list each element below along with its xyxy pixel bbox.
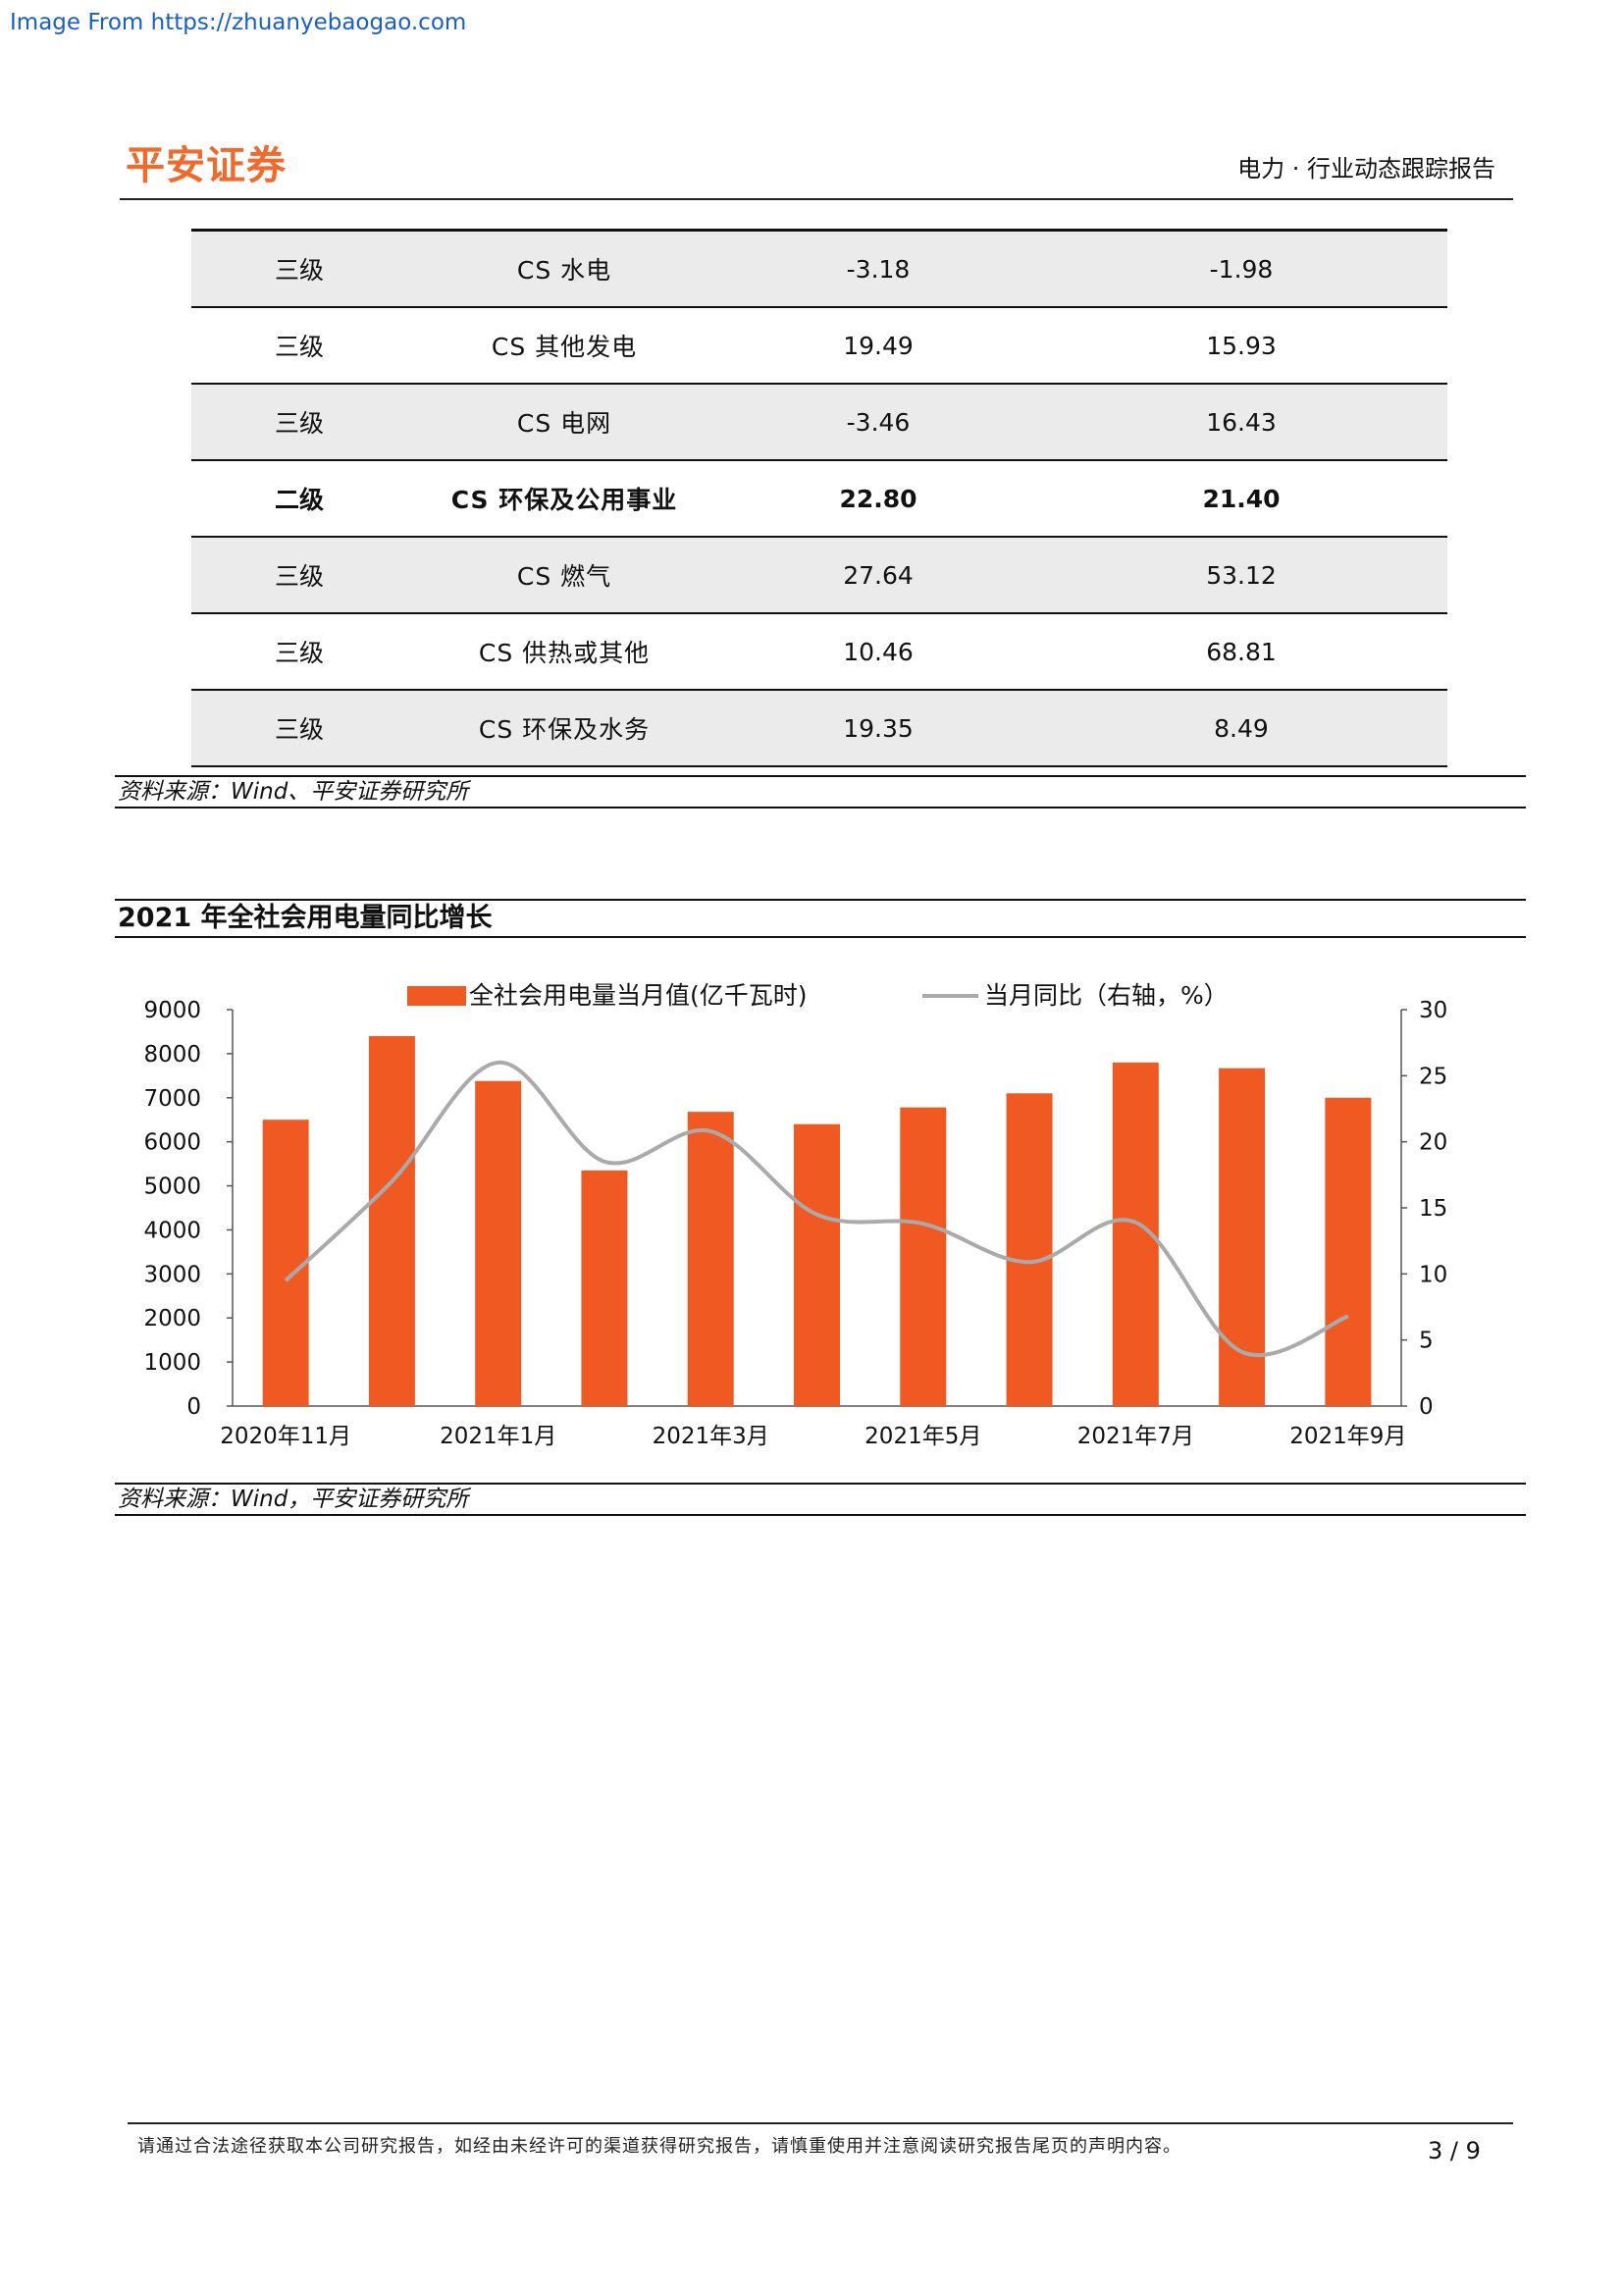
legend-line-label: 当月同比（右轴，%） bbox=[984, 981, 1229, 1010]
x-axis-tick-label: 2020年11月 bbox=[220, 1424, 351, 1449]
cell-value-1: 19.49 bbox=[843, 331, 914, 360]
cell-value-1: -3.46 bbox=[846, 407, 911, 437]
x-axis-tick-label: 2021年1月 bbox=[440, 1424, 556, 1449]
cell-value-2: 53.12 bbox=[1206, 560, 1277, 590]
right-axis-tick-label: 25 bbox=[1419, 1064, 1447, 1089]
cell-value-2: 8.49 bbox=[1214, 713, 1269, 743]
bar bbox=[368, 1035, 415, 1406]
table-row: 二级 CS 环保及公用事业 22.80 21.40 bbox=[191, 461, 1447, 538]
legend-bar-label: 全社会用电量当月值(亿千瓦时) bbox=[469, 981, 808, 1010]
cell-value-1: 19.35 bbox=[843, 713, 914, 743]
page-number: 3 / 9 bbox=[1428, 2137, 1481, 2165]
cell-level: 三级 bbox=[274, 715, 324, 744]
left-axis-tick-label: 8000 bbox=[143, 1042, 201, 1068]
cell-value-2: 15.93 bbox=[1206, 331, 1277, 360]
table-row: 三级 CS 燃气 27.64 53.12 bbox=[191, 538, 1447, 614]
cell-name: CS 其他发电 bbox=[491, 333, 638, 361]
chart-title: 2021 年全社会用电量同比增长 bbox=[115, 899, 1526, 938]
cell-value-1: -3.18 bbox=[846, 254, 911, 284]
chart-source-text: 资料来源：Wind，平安证券研究所 bbox=[118, 1487, 469, 1512]
left-axis-tick-label: 5000 bbox=[143, 1174, 201, 1200]
bar bbox=[262, 1120, 309, 1406]
cell-level: 三级 bbox=[274, 562, 324, 591]
bar bbox=[475, 1080, 522, 1406]
cell-name: CS 燃气 bbox=[516, 562, 612, 591]
left-axis-tick-label: 2000 bbox=[143, 1306, 201, 1331]
cell-name: CS 供热或其他 bbox=[478, 639, 651, 667]
cell-value-2: -1.98 bbox=[1209, 254, 1274, 284]
table-row: 三级 CS 其他发电 19.49 15.93 bbox=[191, 308, 1447, 385]
bar bbox=[1006, 1093, 1053, 1406]
cell-value-2: 16.43 bbox=[1206, 407, 1277, 437]
left-axis-tick-label: 9000 bbox=[143, 998, 201, 1023]
x-axis-tick-label: 2021年7月 bbox=[1077, 1424, 1194, 1449]
left-axis-tick-label: 7000 bbox=[143, 1086, 201, 1112]
industry-table: 三级 CS 水电 -3.18 -1.98 三级 CS 其他发电 19.49 15.93 三级 CS… bbox=[191, 229, 1447, 767]
company-logo: 平安证券 bbox=[126, 142, 287, 188]
right-axis-tick-label: 15 bbox=[1419, 1196, 1447, 1222]
cell-name: CS 环保及公用事业 bbox=[450, 486, 678, 514]
cell-name: CS 环保及水务 bbox=[478, 715, 651, 744]
cell-level: 三级 bbox=[274, 256, 324, 285]
cell-value-1: 27.64 bbox=[843, 560, 914, 590]
yoy-growth-line bbox=[284, 1060, 1349, 1358]
cell-level: 三级 bbox=[274, 639, 324, 667]
left-axis-tick-label: 6000 bbox=[143, 1130, 201, 1156]
table-source: 资料来源：Wind、平安证券研究所 bbox=[115, 775, 1526, 809]
bar bbox=[900, 1107, 947, 1406]
bar bbox=[794, 1123, 840, 1406]
cell-name: CS 水电 bbox=[516, 256, 612, 285]
right-axis-tick-label: 5 bbox=[1419, 1329, 1434, 1354]
right-axis-tick-label: 0 bbox=[1419, 1394, 1434, 1420]
cell-value-1: 10.46 bbox=[843, 637, 914, 666]
left-axis-tick-label: 4000 bbox=[143, 1218, 201, 1243]
cell-level: 三级 bbox=[274, 409, 324, 438]
footer-disclaimer: 请通过合法途径获取本公司研究报告，如经由未经许可的渠道获得研究报告，请慎重使用并… bbox=[137, 2136, 1181, 2157]
cell-level: 三级 bbox=[274, 333, 324, 361]
table-source-text: 资料来源：Wind、平安证券研究所 bbox=[118, 779, 469, 805]
electricity-chart: 0 1000 2000 3000 4000 5000 6000 7000 8000 9000 0 5 1… bbox=[143, 981, 1447, 1449]
left-axis-tick-label: 3000 bbox=[143, 1262, 201, 1287]
table-row: 三级 CS 电网 -3.46 16.43 bbox=[191, 385, 1447, 461]
cell-level: 二级 bbox=[274, 486, 324, 514]
footer-divider bbox=[128, 2122, 1513, 2124]
bar bbox=[1325, 1097, 1372, 1406]
watermark-link[interactable]: Image From https://zhuanyebaogao.com bbox=[10, 10, 467, 35]
header-divider bbox=[120, 198, 1513, 200]
left-axis-tick-label: 0 bbox=[186, 1394, 201, 1420]
report-title: 电力 · 行业动态跟踪报告 bbox=[1237, 155, 1495, 183]
cell-value-2: 68.81 bbox=[1206, 637, 1277, 666]
table-row: 三级 CS 供热或其他 10.46 68.81 bbox=[191, 614, 1447, 691]
right-axis-tick-label: 10 bbox=[1419, 1262, 1447, 1287]
cell-value-2: 21.40 bbox=[1202, 484, 1281, 513]
x-axis-tick-label: 2021年3月 bbox=[653, 1424, 769, 1449]
bar bbox=[581, 1170, 628, 1406]
legend-bar-swatch bbox=[407, 986, 466, 1006]
x-axis-tick-label: 2021年5月 bbox=[864, 1424, 981, 1449]
chart-title-text: 2021 年全社会用电量同比增长 bbox=[118, 903, 493, 933]
right-axis-tick-label: 20 bbox=[1419, 1130, 1447, 1156]
table-row: 三级 CS 水电 -3.18 -1.98 bbox=[191, 232, 1447, 308]
left-axis-tick-label: 1000 bbox=[143, 1350, 201, 1376]
chart-source: 资料来源：Wind，平安证券研究所 bbox=[115, 1483, 1526, 1516]
cell-value-1: 22.80 bbox=[839, 484, 917, 513]
right-axis-tick-label: 30 bbox=[1419, 998, 1447, 1023]
x-axis-tick-label: 2021年9月 bbox=[1289, 1424, 1406, 1449]
cell-name: CS 电网 bbox=[516, 409, 612, 438]
bar bbox=[687, 1112, 734, 1406]
table-row: 三级 CS 环保及水务 19.35 8.49 bbox=[191, 691, 1447, 767]
